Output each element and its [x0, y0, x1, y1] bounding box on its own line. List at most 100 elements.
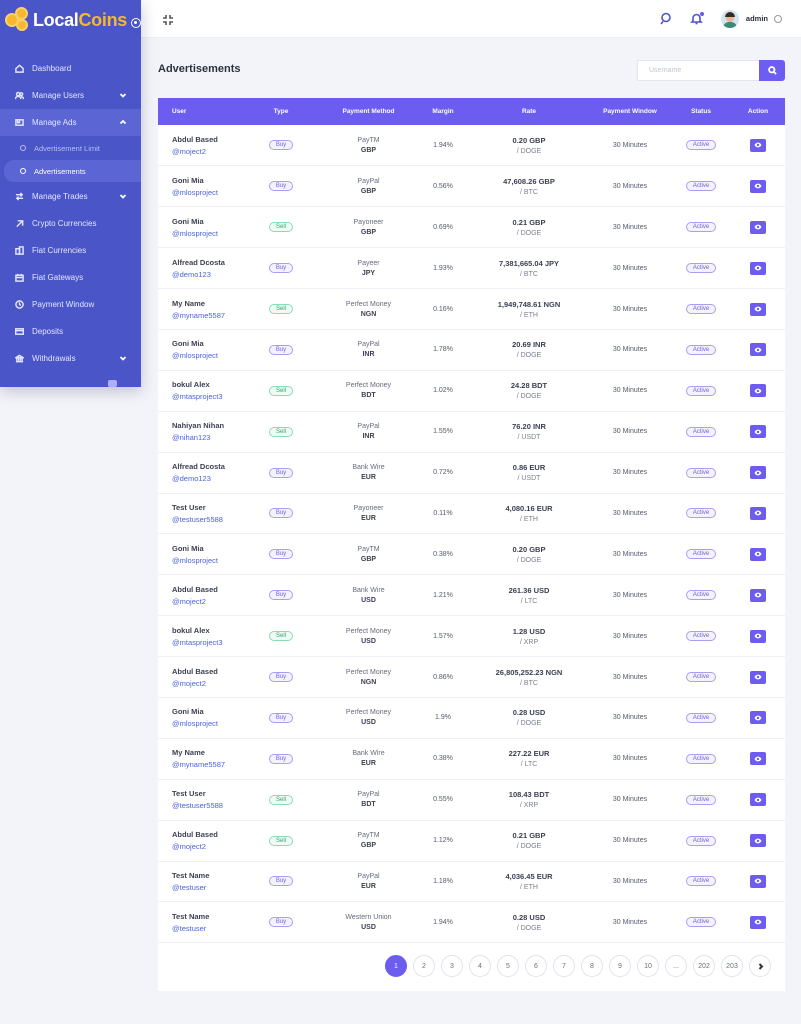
- page-button[interactable]: 9: [609, 955, 631, 977]
- page-button[interactable]: 3: [441, 955, 463, 977]
- user-name: My Name: [172, 298, 205, 308]
- user-handle-link[interactable]: @moject2: [172, 842, 206, 852]
- sidebar-item-withdrawals[interactable]: Withdrawals: [0, 345, 141, 372]
- collapse-icon[interactable]: [162, 13, 174, 25]
- payment-currency: BDT: [361, 801, 376, 809]
- page-button[interactable]: 8: [581, 955, 603, 977]
- sidebar-item-deposits[interactable]: Deposits: [0, 318, 141, 345]
- username-search-input[interactable]: [637, 60, 759, 81]
- page-button[interactable]: 203: [721, 955, 743, 977]
- brand-logo[interactable]: LocalCoins: [0, 0, 141, 40]
- page-button[interactable]: 10: [637, 955, 659, 977]
- payment-method-cell: PayPal INR: [320, 329, 417, 370]
- view-button[interactable]: [750, 138, 766, 152]
- user-name: Abdul Based: [172, 134, 218, 144]
- sidebar-item-payment-window[interactable]: Payment Window: [0, 291, 141, 318]
- payment-currency: USD: [361, 637, 376, 645]
- search-icon[interactable]: [660, 12, 674, 26]
- column-header[interactable]: Margin: [432, 108, 454, 115]
- view-button[interactable]: [750, 874, 766, 888]
- view-button[interactable]: [750, 302, 766, 316]
- sidebar-item-dashboard[interactable]: Dashboard: [0, 55, 141, 82]
- view-button[interactable]: [750, 793, 766, 807]
- user-handle-link[interactable]: @myname5587: [172, 760, 226, 770]
- view-button[interactable]: [750, 425, 766, 439]
- view-button[interactable]: [750, 466, 766, 480]
- sidebar-toggle-icon[interactable]: [131, 18, 141, 28]
- column-header[interactable]: Payment Method: [342, 108, 395, 115]
- column-header[interactable]: Status: [691, 108, 711, 115]
- view-button[interactable]: [750, 752, 766, 766]
- user-handle-link[interactable]: @mlosproject: [172, 555, 218, 565]
- action-cell: [731, 370, 785, 411]
- status-cell: Active: [671, 616, 731, 657]
- bell-icon[interactable]: [689, 11, 704, 26]
- user-handle-link[interactable]: @moject2: [172, 596, 206, 606]
- user-name: Test User: [172, 789, 206, 799]
- sidebar-item-partial[interactable]: [0, 372, 141, 387]
- sidebar-subitem-advertisements[interactable]: Advertisements: [4, 160, 141, 182]
- user-handle-link[interactable]: @testuser: [172, 923, 207, 933]
- page-button[interactable]: 1: [385, 955, 407, 977]
- user-handle-link[interactable]: @testuser: [172, 882, 207, 892]
- column-header[interactable]: Payment Window: [603, 108, 657, 115]
- chevron-down-icon[interactable]: [774, 14, 782, 23]
- user-handle-link[interactable]: @mtasproject3: [172, 637, 223, 647]
- view-button[interactable]: [750, 179, 766, 193]
- view-button[interactable]: [750, 343, 766, 357]
- page-button[interactable]: 202: [693, 955, 715, 977]
- page-button[interactable]: 4: [469, 955, 491, 977]
- sidebar-subitem-advertisement-limit[interactable]: Advertisement Limit: [0, 137, 141, 159]
- avatar[interactable]: [720, 9, 739, 28]
- view-button[interactable]: [750, 629, 766, 643]
- page-button[interactable]: 6: [525, 955, 547, 977]
- user-handle-link[interactable]: @testuser5588: [172, 514, 223, 524]
- view-button[interactable]: [750, 670, 766, 684]
- view-button[interactable]: [750, 506, 766, 520]
- view-button[interactable]: [750, 588, 766, 602]
- search-button[interactable]: [759, 60, 785, 81]
- sidebar-item-manage-trades[interactable]: Manage Trades: [0, 183, 141, 210]
- view-button[interactable]: [750, 915, 766, 929]
- user-handle-link[interactable]: @mlosproject: [172, 228, 218, 238]
- page-button[interactable]: 5: [497, 955, 519, 977]
- view-button[interactable]: [750, 384, 766, 398]
- user-handle-link[interactable]: @mlosproject: [172, 719, 218, 729]
- page-button[interactable]: 7: [553, 955, 575, 977]
- user-handle-link[interactable]: @mlosproject: [172, 187, 218, 197]
- view-button[interactable]: [750, 547, 766, 561]
- user-handle-link[interactable]: @demo123: [172, 269, 211, 279]
- status-cell: Active: [671, 902, 731, 943]
- user-handle-link[interactable]: @moject2: [172, 146, 206, 156]
- user-handle-link[interactable]: @demo123: [172, 474, 211, 484]
- view-button[interactable]: [750, 711, 766, 725]
- user-handle-link[interactable]: @testuser5588: [172, 801, 223, 811]
- next-page-button[interactable]: [749, 955, 771, 977]
- user-handle-link[interactable]: @mlosproject: [172, 351, 218, 361]
- sidebar-item-fiat-gateways[interactable]: Fiat Gateways: [0, 264, 141, 291]
- user-handle-link[interactable]: @mtasproject3: [172, 392, 223, 402]
- user-handle-link[interactable]: @moject2: [172, 678, 206, 688]
- admin-name[interactable]: admin: [745, 14, 768, 23]
- user-name: Goni Mia: [172, 216, 204, 226]
- rate-value: 108.43 BDT: [508, 790, 550, 800]
- sidebar-item-manage-users[interactable]: Manage Users: [0, 82, 141, 109]
- column-header[interactable]: User: [172, 108, 187, 115]
- page-button[interactable]: 2: [413, 955, 435, 977]
- table-row: My Name @myname5587 Sell Perfect Money NGN 0.…: [158, 289, 785, 330]
- sidebar-item-manage-ads[interactable]: Manage Ads: [0, 109, 141, 136]
- sidebar-item-crypto-currencies[interactable]: Crypto Currencies: [0, 210, 141, 237]
- user-handle-link[interactable]: @nihan123: [172, 433, 211, 443]
- view-button[interactable]: [750, 220, 766, 234]
- sidebar-item-fiat-currencies[interactable]: Fiat Currencies: [0, 237, 141, 264]
- view-button[interactable]: [750, 834, 766, 848]
- view-button[interactable]: [750, 261, 766, 275]
- bank-icon: [14, 354, 24, 364]
- eye-icon: [754, 511, 762, 516]
- status-badge: Active: [685, 344, 717, 355]
- column-header[interactable]: Rate: [521, 108, 537, 115]
- payment-method-cell: PayTM GBP: [320, 820, 417, 861]
- user-handle-link[interactable]: @myname5587: [172, 310, 226, 320]
- column-header[interactable]: Type: [273, 108, 289, 115]
- rate-value: 0.20 GBP: [512, 135, 546, 145]
